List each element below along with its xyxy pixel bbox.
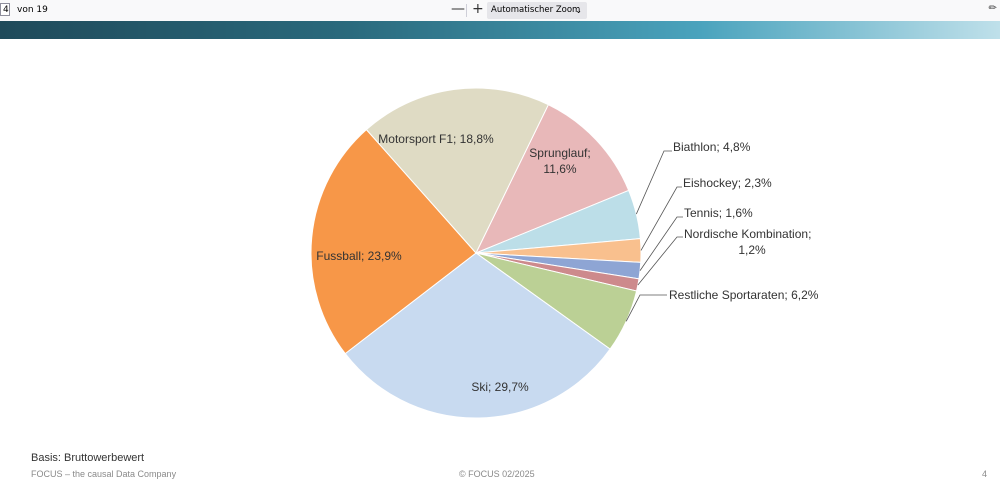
company-footer: FOCUS – the causal Data Company — [31, 469, 177, 479]
pie-slice-motorsport-f1 — [365, 87, 549, 254]
page-number-input[interactable]: 4 — [0, 3, 10, 16]
slice-value-nordische-kombination: 1,2% — [738, 243, 766, 257]
slice-value-sprunglauf: 11,6% — [543, 162, 576, 176]
slice-label-sprunglauf: Sprunglauf; — [529, 146, 590, 160]
header-banner — [0, 21, 1000, 39]
slice-label-tennis: Tennis; 1,6% — [684, 206, 753, 220]
slice-label-ski: Ski; 29,7% — [471, 380, 529, 394]
slice-label-eishockey: Eishockey; 2,3% — [683, 176, 772, 190]
leader-line-nordische-kombination — [637, 236, 683, 286]
basis-note: Basis: Bruttowerbewert — [31, 452, 145, 464]
slice-label-nordische-kombination: Nordische Kombination; — [684, 227, 811, 241]
slice-label-biathlon: Biathlon; 4,8% — [673, 140, 751, 154]
pie-slice-fussball — [310, 128, 477, 355]
page-number-footer: 4 — [982, 469, 988, 479]
leader-line-restliche-sportaraten — [625, 294, 667, 322]
slice-label-fussball: Fussball; 23,9% — [316, 249, 402, 263]
slice-label-motorsport-f1: Motorsport F1; 18,8% — [378, 132, 494, 146]
page-count-label: von 19 — [17, 5, 48, 15]
zoom-select-value: Automatischer Zoom — [491, 5, 581, 15]
tools-icon[interactable]: ✏ — [988, 3, 997, 14]
zoom-out-button[interactable]: — — [451, 1, 465, 17]
chevron-down-icon: ⌄ — [575, 6, 582, 15]
zoom-select[interactable]: Automatischer Zoom ⌄ — [487, 2, 587, 19]
zoom-in-button[interactable]: + — [472, 1, 484, 17]
copyright-footer: © FOCUS 02/2025 — [459, 469, 535, 479]
leader-line-eishockey — [640, 186, 682, 251]
slice-label-restliche-sportaraten: Restliche Sportaraten; 6,2% — [669, 288, 819, 302]
leader-line-biathlon — [635, 150, 672, 215]
pie-slice-sprunglauf — [474, 104, 630, 254]
leader-line-tennis — [639, 216, 683, 271]
toolbar-divider — [466, 4, 467, 17]
pie-slice-ski — [344, 252, 611, 419]
